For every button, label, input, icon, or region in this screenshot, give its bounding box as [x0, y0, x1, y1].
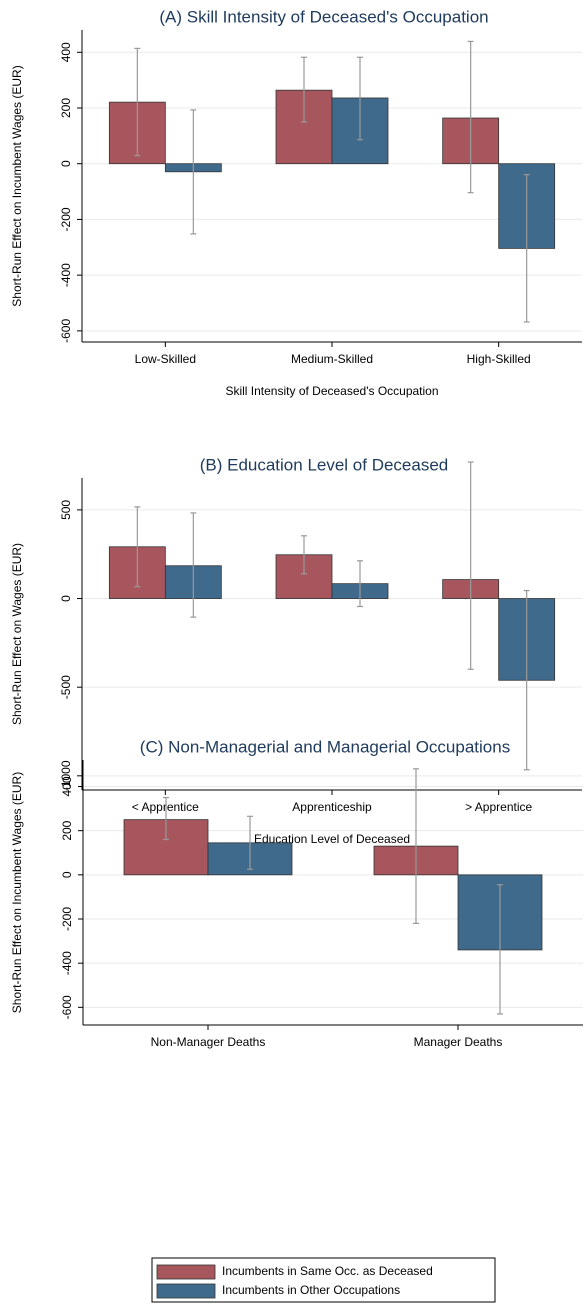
y-tick-label: 400 — [59, 42, 73, 62]
y-tick-label: 500 — [59, 500, 73, 520]
error-bar — [301, 535, 307, 575]
legend-swatch — [156, 1264, 216, 1280]
y-tick-label: 0 — [59, 595, 73, 602]
y-tick-label: -200 — [59, 207, 73, 231]
error-bar — [190, 512, 197, 618]
panel-title: (A) Skill Intensity of Deceased's Occupa… — [159, 7, 488, 26]
y-axis-title: Short-Run Effect on Incumbent Wages (EUR… — [10, 65, 24, 306]
y-tick-label: -600 — [59, 319, 73, 343]
legend-swatch — [156, 1283, 216, 1299]
error-bar — [134, 47, 141, 157]
y-tick-label: 200 — [60, 820, 74, 840]
y-tick-label: -1000 — [59, 760, 73, 791]
error-bar — [413, 768, 419, 925]
error-bar — [467, 461, 474, 670]
y-tick-label: -400 — [59, 263, 73, 287]
x-tick-label: Low-Skilled — [135, 352, 196, 366]
y-tick-label: -600 — [60, 995, 74, 1019]
error-bar — [190, 109, 197, 235]
error-bar — [301, 56, 307, 123]
error-bar — [523, 173, 530, 323]
x-axis-title: Skill Intensity of Deceased's Occupation — [225, 384, 438, 398]
panel-title: (C) Non-Managerial and Managerial Occupa… — [140, 737, 510, 756]
y-tick-label: -400 — [60, 951, 74, 975]
error-bar — [467, 40, 474, 194]
panel-title: (B) Education Level of Deceased — [200, 455, 449, 474]
x-tick-label: Apprenticeship — [292, 800, 372, 814]
y-tick-label: 200 — [59, 98, 73, 118]
legend-label: Incumbents in Other Occupations — [222, 1283, 400, 1297]
error-bar — [357, 56, 363, 141]
error-bar — [357, 560, 363, 608]
x-tick-label: > Apprentice — [465, 800, 532, 814]
legend-label: Incumbents in Same Occ. as Deceased — [222, 1264, 433, 1278]
error-bar — [523, 589, 530, 771]
y-tick-label: -500 — [59, 675, 73, 699]
error-bar — [247, 815, 253, 870]
x-tick-label: Medium-Skilled — [291, 352, 373, 366]
x-tick-label: Non-Manager Deaths — [151, 1035, 266, 1049]
x-axis-title: Education Level of Deceased — [254, 832, 410, 846]
error-bar — [163, 796, 169, 841]
x-tick-label: Manager Deaths — [414, 1035, 503, 1049]
y-axis-title: Short-Run Effect on Wages (EUR) — [10, 543, 24, 725]
error-bar — [497, 884, 503, 1015]
error-bar — [134, 506, 141, 588]
y-axis-title: Short-Run Effect on Incumbent Wages (EUR… — [10, 772, 24, 1013]
y-tick-label: 0 — [59, 160, 73, 167]
y-tick-label: -200 — [60, 907, 74, 931]
x-tick-label: High-Skilled — [467, 352, 531, 366]
y-tick-label: 0 — [60, 871, 74, 878]
y-tick-label: 400 — [60, 776, 74, 796]
